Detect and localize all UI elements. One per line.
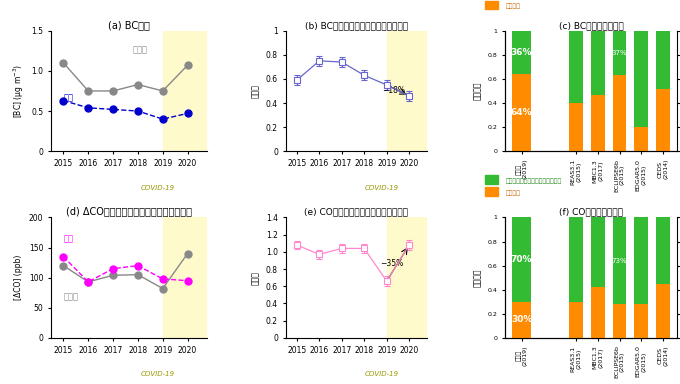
Bar [512,31,531,74]
Text: −35%: −35% [380,260,403,268]
Text: 家庭部門: 家庭部門 [505,3,520,9]
Text: 観測: 観測 [63,94,73,103]
FancyBboxPatch shape [485,1,498,9]
Text: COVID-19: COVID-19 [365,185,399,191]
Title: (a) BC濃度: (a) BC濃度 [108,20,150,30]
Text: 30%: 30% [511,315,532,324]
Title: (e) CO排出補正項（観測／モデル比）: (e) CO排出補正項（観測／モデル比） [305,208,409,217]
Bar [569,217,583,302]
Bar [591,287,605,338]
Bar [656,31,670,89]
FancyBboxPatch shape [485,187,498,196]
Bar [634,217,648,304]
Y-axis label: 補正項: 補正項 [252,84,260,98]
Bar [591,217,605,287]
Bar [634,304,648,338]
Bar [613,304,626,338]
Bar [591,31,605,94]
Bar [613,31,626,75]
Bar [634,127,648,151]
FancyBboxPatch shape [485,175,498,184]
Y-axis label: 補正項: 補正項 [252,271,260,285]
Y-axis label: 排出割合: 排出割合 [473,268,482,287]
Bar [656,284,670,338]
Bar [569,302,583,338]
Title: (f) CO部門別排出割合: (f) CO部門別排出割合 [559,208,623,217]
Bar [512,217,531,302]
Text: 家庭部門: 家庭部門 [505,190,520,196]
Text: COVID-19: COVID-19 [141,371,175,377]
Text: −18%: −18% [382,86,405,95]
Text: 観測: 観測 [63,235,73,243]
Text: 37%: 37% [612,50,628,56]
Bar [656,89,670,151]
Bar [163,217,212,338]
Text: COVID-19: COVID-19 [365,371,399,377]
Text: COVID-19: COVID-19 [141,185,175,191]
Bar [387,31,432,151]
Bar [569,103,583,151]
Bar [512,302,531,338]
Bar [591,94,605,151]
Y-axis label: 排出割合: 排出割合 [473,82,482,100]
Y-axis label: [ΔCO] (ppb): [ΔCO] (ppb) [14,255,23,300]
Bar [163,31,212,151]
Text: 64%: 64% [511,108,532,117]
Title: (b) BC排出補正項（観測／モデル比）: (b) BC排出補正項（観測／モデル比） [305,21,408,30]
Bar [613,75,626,151]
Bar [656,217,670,284]
Bar [634,31,648,127]
Bar [569,31,583,103]
Text: 73%: 73% [612,258,628,264]
Title: (c) BC部門別排出割合: (c) BC部門別排出割合 [558,21,624,30]
Text: モデル: モデル [133,45,148,55]
Text: 70%: 70% [511,255,532,264]
Text: モデル: モデル [63,292,78,301]
Text: 産業・運輸部門（家庭部門以外）: 産業・運輸部門（家庭部門以外） [505,178,562,184]
Bar [613,217,626,304]
Title: (d) ΔCO濃度（ベースラインからの差分）: (d) ΔCO濃度（ベースラインからの差分） [66,207,192,217]
Bar [387,217,432,338]
Y-axis label: [BC] (μg m$^{-3}$): [BC] (μg m$^{-3}$) [12,64,26,118]
Text: 36%: 36% [511,48,532,57]
Bar [512,74,531,151]
